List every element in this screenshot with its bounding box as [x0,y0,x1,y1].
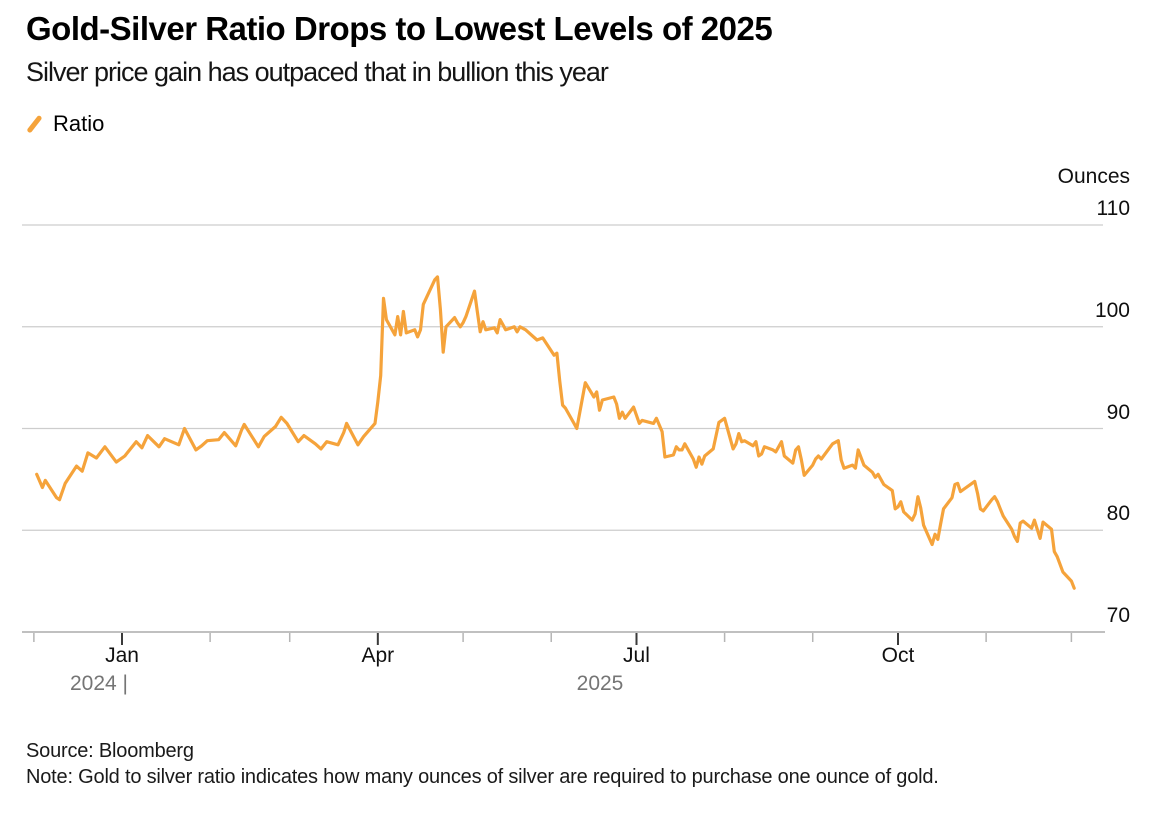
ratio-line [35,275,1076,590]
y-tick-label-110: 110 [1096,197,1130,220]
year-label-2024: 2024 | [69,672,128,695]
x-tick-label-apr: Apr [361,644,395,667]
chart-subtitle: Silver price gain has outpaced that in b… [26,57,609,87]
legend-item-ratio-label: Ratio [53,111,105,136]
x-tick-label-oct: Oct [881,644,915,667]
legend: Ratio [26,111,104,137]
y-axis-unit-label: Ounces [1057,165,1130,188]
x-tick-label-jan: Jan [105,644,139,667]
source-note: Source: Bloomberg [26,740,194,762]
y-tick-label-70: 70 [1106,604,1130,627]
y-tick-label-80: 80 [1106,502,1130,526]
year-label-2025: 2025 [576,672,624,695]
y-tick-label-100: 100 [1094,298,1130,322]
y-tick-label-90: 90 [1106,400,1130,424]
methodology-note: Note: Gold to silver ratio indicates how… [26,766,939,788]
x-tick-label-jul: Jul [623,644,650,667]
chart-title: Gold-Silver Ratio Drops to Lowest Levels… [26,10,773,47]
